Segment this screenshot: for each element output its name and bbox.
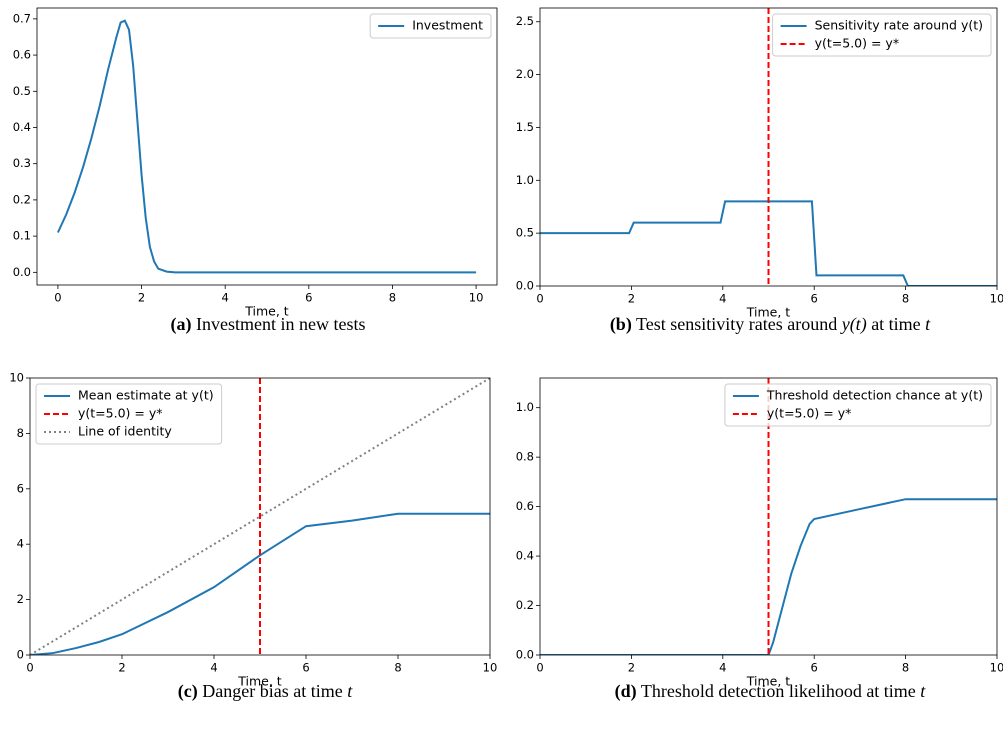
caption-label: (b): [609, 314, 632, 334]
x-tick-label: 0: [54, 291, 61, 305]
caption-label: (c): [177, 681, 198, 701]
y-tick-label: 0.5: [516, 226, 534, 240]
legend-label: Threshold detection chance at y(t): [766, 388, 983, 403]
legend-label: Investment: [412, 18, 483, 33]
x-tick-label: 6: [811, 661, 818, 675]
legend-label: y(t=5.0) = y*: [815, 36, 899, 51]
x-tick-label: 0: [26, 661, 33, 675]
x-tick-label: 10: [990, 292, 1003, 306]
x-tick-label: 0: [536, 661, 543, 675]
series-line: [30, 512, 490, 655]
legend-frame: [35, 383, 223, 445]
legend-label: Sensitivity rate around y(t): [815, 18, 983, 33]
x-tick-label: 10: [483, 661, 498, 675]
axes-frame: [36, 7, 498, 286]
y-tick-label: 0.7: [13, 11, 31, 25]
x-tick-label: 2: [628, 292, 635, 306]
y-tick-label: 1.0: [516, 400, 534, 414]
caption-text: Test sensitivity rates around: [636, 314, 842, 334]
caption: (a) Investment in new tests: [171, 314, 366, 335]
x-axis-label: Time, t: [746, 305, 791, 320]
y-tick-label: 1.0: [516, 173, 534, 187]
y-tick-label: 6: [17, 481, 24, 495]
y-tick-label: 0.6: [516, 499, 534, 513]
caption-text: Investment in new tests: [196, 314, 366, 334]
x-tick-label: 4: [210, 661, 217, 675]
caption-label: (a): [170, 314, 192, 334]
caption-text: at time: [866, 314, 926, 334]
caption-text: Danger bias at time: [202, 681, 348, 701]
x-tick-label: 2: [118, 661, 125, 675]
x-tick-label: 0: [536, 292, 543, 306]
y-tick-label: 0: [17, 648, 24, 662]
x-tick-label: 8: [902, 661, 909, 675]
y-tick-label: 0.8: [516, 450, 534, 464]
y-tick-label: 0.0: [516, 279, 534, 293]
y-tick-label: 4: [17, 537, 24, 551]
x-tick-label: 10: [469, 291, 484, 305]
caption-text: t: [925, 314, 931, 334]
y-tick-label: 0.0: [516, 648, 534, 662]
legend-label: Mean estimate at y(t): [78, 388, 214, 403]
y-tick-label: 0.2: [13, 192, 31, 206]
y-tick-label: 0.6: [13, 48, 31, 62]
y-tick-label: 0.4: [13, 120, 31, 134]
axes-frame: [29, 377, 491, 656]
y-tick-label: 0.2: [516, 598, 534, 612]
x-tick-label: 4: [719, 661, 726, 675]
x-axis-label: Time, t: [237, 674, 282, 689]
y-tick-label: 8: [17, 426, 24, 440]
legend-label: Line of identity: [78, 424, 172, 439]
caption-text: Threshold detection likelihood at time: [640, 681, 921, 701]
y-tick-label: 0.3: [13, 156, 31, 170]
y-tick-label: 2.0: [516, 67, 534, 81]
legend: Mean estimate at y(t) y(t=5.0) = y* Line o…: [35, 383, 223, 445]
x-tick-label: 8: [389, 291, 396, 305]
caption: (c) Danger bias at time t: [178, 681, 352, 702]
x-tick-label: 6: [811, 292, 818, 306]
y-tick-label: 2.5: [516, 14, 534, 28]
caption: (d) Threshold detection likelihood at ti…: [615, 681, 926, 702]
caption-text: t: [920, 681, 926, 701]
legend-frame: [772, 13, 992, 57]
x-tick-label: 4: [719, 292, 726, 306]
x-tick-label: 10: [990, 661, 1003, 675]
legend-label: y(t=5.0) = y*: [767, 406, 851, 421]
series-line: [57, 19, 477, 274]
x-tick-label: 6: [302, 661, 309, 675]
x-tick-label: 4: [222, 291, 229, 305]
series-line: [540, 498, 997, 655]
legend-frame: [369, 13, 492, 39]
x-tick-label: 8: [902, 292, 909, 306]
legend-frame: [724, 383, 992, 427]
y-tick-label: 0.5: [13, 84, 31, 98]
axes-frame: [539, 7, 998, 287]
y-tick-label: 10: [9, 371, 24, 385]
caption-text: t: [347, 681, 353, 701]
y-tick-label: 1.5: [516, 120, 534, 134]
x-tick-label: 2: [138, 291, 145, 305]
legend: Threshold detection chance at y(t) y(t=5.…: [724, 383, 992, 427]
x-tick-label: 6: [305, 291, 312, 305]
caption-text: y(t): [841, 314, 867, 334]
caption-label: (d): [614, 681, 637, 701]
y-tick-label: 0.1: [13, 229, 31, 243]
x-tick-label: 8: [394, 661, 401, 675]
x-tick-label: 2: [628, 661, 635, 675]
legend: Investment: [369, 13, 492, 39]
y-tick-label: 2: [17, 592, 24, 606]
axes-frame: [539, 377, 998, 656]
caption: (b) Test sensitivity rates around y(t) a…: [610, 314, 930, 335]
y-tick-label: 0.0: [13, 265, 31, 279]
x-axis-label: Time, t: [746, 674, 791, 689]
y-tick-label: 0.4: [516, 549, 534, 563]
x-axis-label: Time, t: [244, 304, 289, 319]
legend-label: y(t=5.0) = y*: [78, 406, 162, 421]
legend: Sensitivity rate around y(t) y(t=5.0) = y…: [772, 13, 992, 57]
